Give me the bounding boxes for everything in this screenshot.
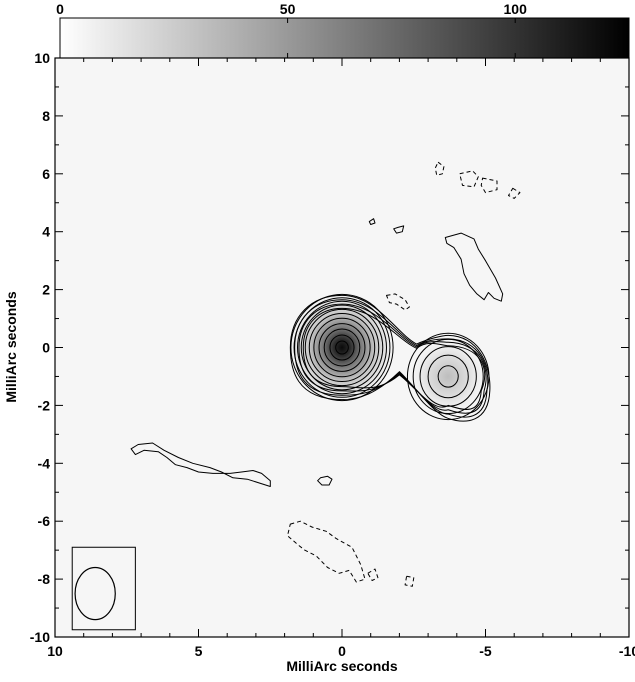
beam-box bbox=[71, 546, 136, 631]
negative-contour bbox=[386, 293, 410, 311]
core-contour bbox=[329, 334, 355, 361]
y-tick-label: 6 bbox=[42, 166, 50, 182]
core-contour bbox=[308, 313, 376, 382]
negative-contour bbox=[459, 170, 479, 188]
negative-contour bbox=[508, 187, 521, 199]
beam-ellipse bbox=[74, 566, 116, 621]
y-tick-label: 8 bbox=[42, 108, 50, 124]
core-contour bbox=[290, 293, 394, 402]
negative-contour bbox=[480, 177, 498, 194]
y-tick-label: 0 bbox=[42, 340, 50, 356]
positive-contour bbox=[393, 225, 405, 234]
x-tick-label: 10 bbox=[47, 643, 63, 659]
y-tick-label: 10 bbox=[34, 50, 50, 66]
core-contour bbox=[297, 300, 387, 395]
core-emission bbox=[287, 290, 397, 405]
contour-layer bbox=[130, 161, 521, 587]
core-contour bbox=[313, 317, 371, 378]
core-contour bbox=[318, 323, 366, 372]
core-contour bbox=[304, 308, 380, 387]
core-contour bbox=[335, 340, 349, 355]
colorbar-tick-label: 0 bbox=[56, 1, 64, 17]
bridge-contour bbox=[298, 303, 487, 414]
bridge-contour bbox=[302, 307, 486, 410]
y-tick-label: -8 bbox=[38, 571, 51, 587]
x-tick-label: -10 bbox=[619, 643, 635, 659]
x-tick-label: 5 bbox=[195, 643, 203, 659]
positive-contour bbox=[368, 218, 376, 225]
x-tick-label: 0 bbox=[338, 643, 346, 659]
negative-contour bbox=[367, 568, 379, 581]
colorbar-tick-label: 50 bbox=[280, 1, 296, 17]
x-axis-label: MilliArc seconds bbox=[286, 658, 397, 674]
colorbar-tick-label: 100 bbox=[504, 1, 528, 17]
core-contour bbox=[323, 328, 361, 367]
positive-contour bbox=[130, 442, 271, 487]
negative-contour bbox=[404, 575, 415, 587]
secondary-emission bbox=[406, 334, 490, 419]
y-tick-label: -10 bbox=[30, 629, 50, 645]
secondary-contour bbox=[406, 332, 490, 421]
core-contour bbox=[293, 297, 391, 398]
y-tick-label: 4 bbox=[42, 224, 50, 240]
axis-ticks: 10 5 0 -5 -10 -10 -8 -6 -4 -2 0 2 4 6 8 10 bbox=[30, 50, 635, 659]
secondary-contour bbox=[412, 338, 484, 415]
y-axis-label: MilliArc seconds bbox=[3, 291, 19, 402]
y-tick-label: 2 bbox=[42, 282, 50, 298]
positive-contour bbox=[444, 232, 504, 302]
positive-contour bbox=[317, 475, 333, 486]
emission-layer bbox=[287, 290, 490, 419]
secondary-contour bbox=[427, 354, 469, 399]
secondary-contour bbox=[437, 365, 459, 388]
y-tick-label: -4 bbox=[38, 455, 51, 471]
colorbar bbox=[59, 17, 630, 59]
x-tick-label: -5 bbox=[479, 643, 492, 659]
colorbar-ticks: 0 50 100 bbox=[56, 1, 527, 58]
secondary-contour bbox=[419, 346, 477, 407]
beam-inset bbox=[71, 546, 136, 631]
bridge-contour bbox=[289, 294, 491, 422]
core-contour bbox=[300, 304, 384, 391]
y-tick-label: -2 bbox=[38, 397, 51, 413]
y-tick-label: -6 bbox=[38, 513, 51, 529]
negative-contour bbox=[287, 520, 366, 583]
negative-contour bbox=[434, 161, 445, 176]
